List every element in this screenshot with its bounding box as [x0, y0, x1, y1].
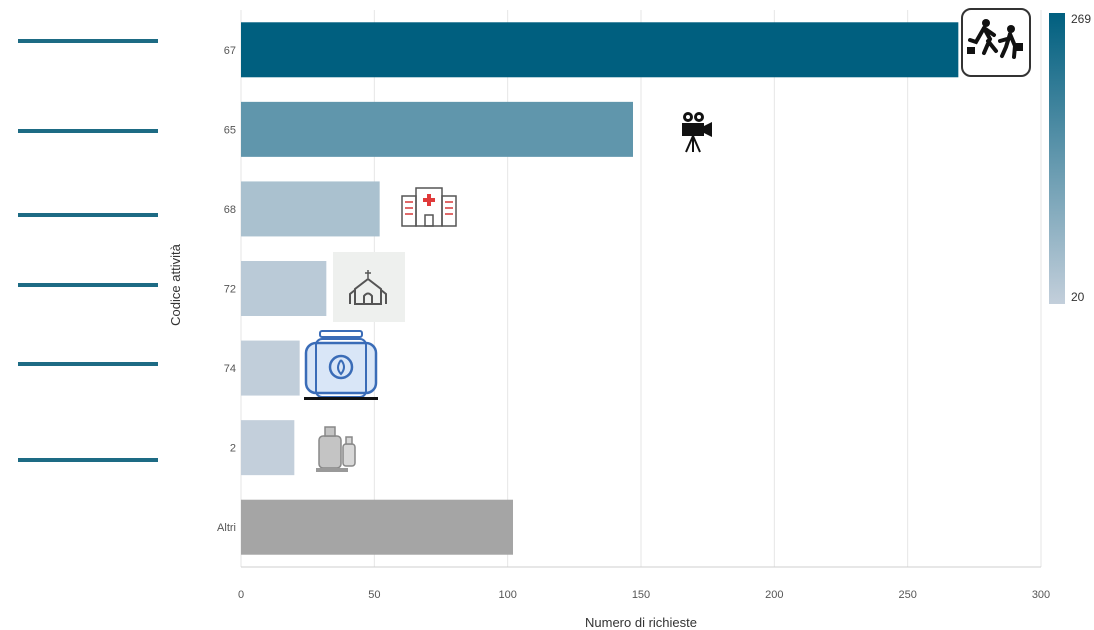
movie-camera-icon [682, 112, 712, 153]
y-tick-label: 65 [224, 124, 236, 136]
bar-72 [241, 261, 327, 316]
bar-65 [241, 101, 633, 157]
y-tick-label: 68 [224, 204, 236, 216]
x-tick-label: 250 [898, 589, 916, 601]
bar-67 [241, 22, 959, 78]
legend-line [18, 458, 158, 462]
legend-line [18, 129, 158, 133]
x-tick-label: 50 [368, 589, 380, 601]
bars [241, 22, 959, 555]
y-tick-label: 72 [224, 284, 236, 296]
gas-cylinders-icon [316, 426, 356, 472]
y-tick-label: 67 [224, 45, 236, 57]
colorbar-max-label: 269 [1071, 12, 1091, 26]
hospital-icon [401, 187, 457, 227]
colorbar-min-label: 20 [1071, 290, 1085, 304]
church-icon [333, 252, 405, 322]
bar-74 [241, 340, 300, 396]
x-tick-label: 0 [238, 589, 244, 601]
x-tick-label: 300 [1032, 589, 1050, 601]
x-tick-label: 150 [632, 589, 650, 601]
x-tick-label: 200 [765, 589, 783, 601]
gas-tank-icon [304, 330, 378, 400]
y-tick-label: 2 [230, 443, 236, 455]
y-tick-label: Altri [217, 522, 236, 534]
legend-line [18, 283, 158, 287]
bar-Altri [241, 499, 513, 555]
x-axis-title: Numero di richieste [585, 615, 697, 630]
x-tick-labels: 0 50 100 150 200 250 300 [238, 589, 1050, 601]
y-axis-title: Codice attività [168, 243, 183, 325]
colorbar [1049, 13, 1065, 304]
bar-68 [241, 181, 380, 237]
bar-2 [241, 420, 295, 476]
y-tick-label: 74 [224, 363, 236, 375]
legend-line [18, 362, 158, 366]
legend-line [18, 39, 158, 43]
side-legend [0, 0, 170, 630]
y-tick-labels: 67 65 68 72 74 2 Altri [217, 45, 236, 534]
legend-line [18, 213, 158, 217]
x-tick-label: 100 [498, 589, 516, 601]
running-people-icon [961, 8, 1031, 77]
